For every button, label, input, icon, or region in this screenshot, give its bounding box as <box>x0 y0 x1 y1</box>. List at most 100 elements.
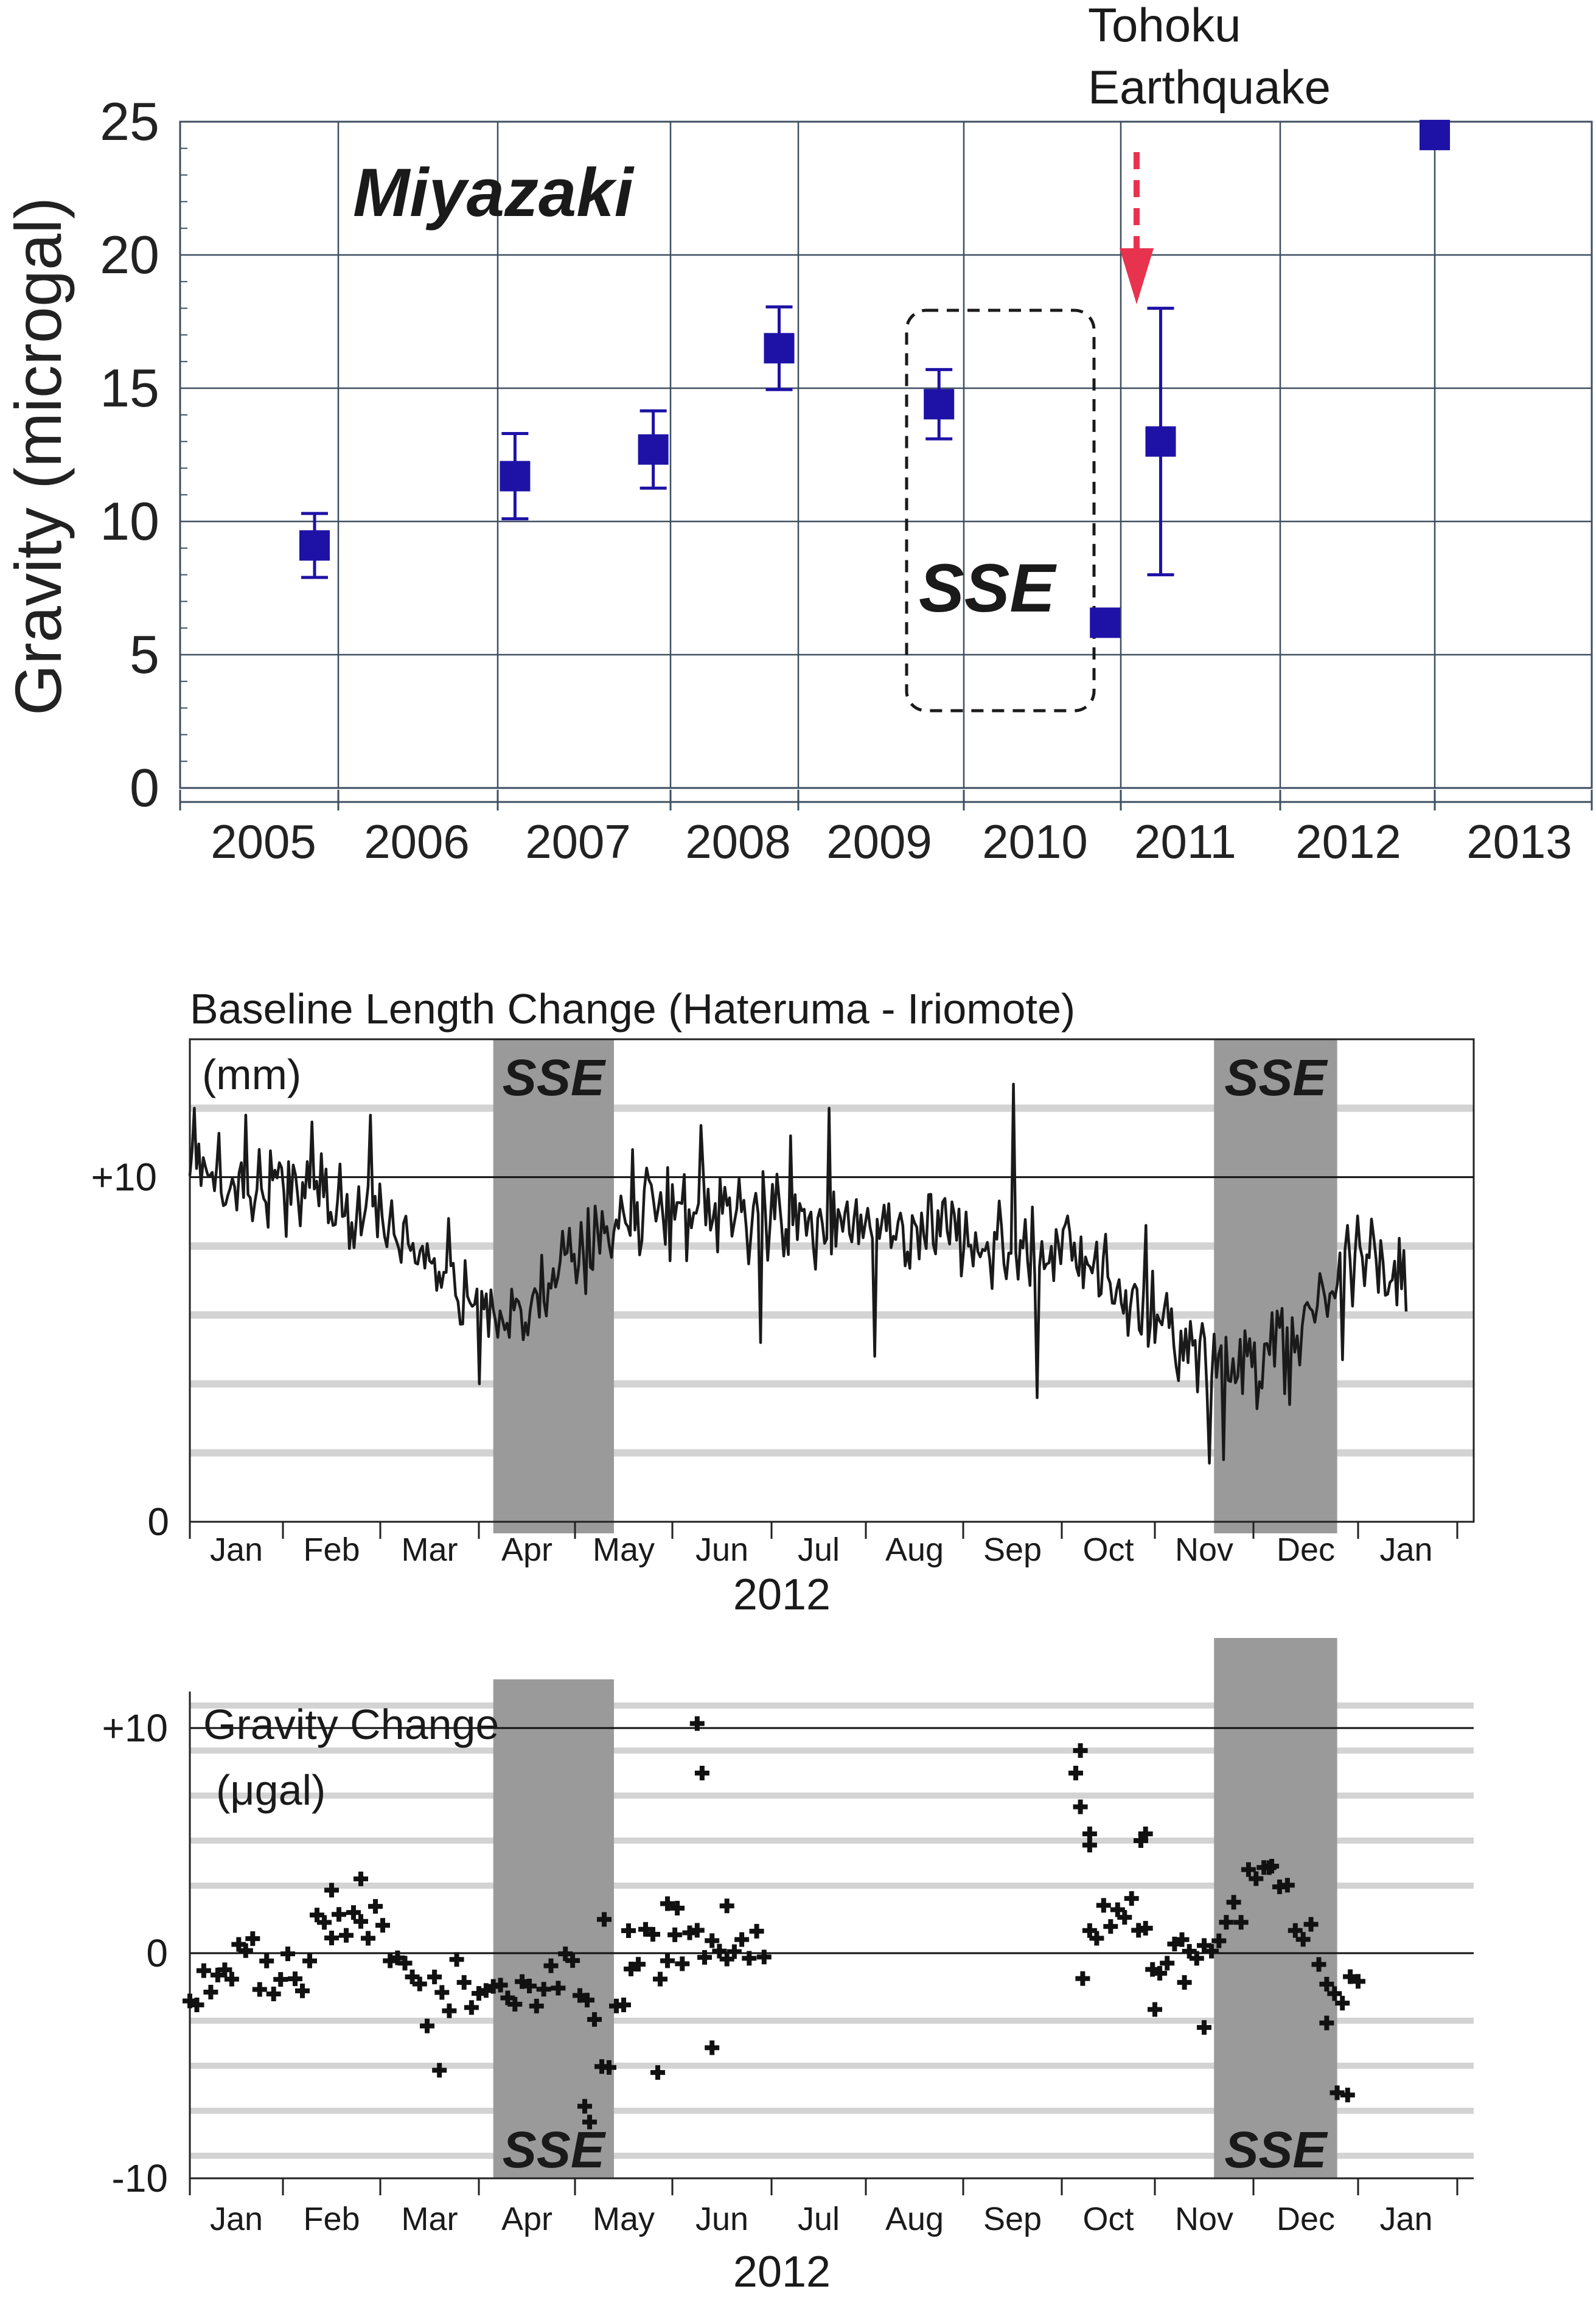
bottom-unit: (μgal) <box>216 1766 326 1814</box>
point-stroke-v <box>417 1976 422 1992</box>
middle-x-tick-label: Mar <box>402 1532 458 1568</box>
gravity-point <box>500 1990 515 2006</box>
middle-y-tick-labels: 0 +10 <box>91 1155 169 1544</box>
point-stroke-v <box>1356 1974 1361 1989</box>
gravity-point <box>288 1971 302 1987</box>
gravity-point <box>638 1922 653 1937</box>
top-x-tick-label: 2008 <box>685 815 791 868</box>
point-stroke-v <box>229 1971 234 1987</box>
point-stroke-v <box>1157 1966 1163 1981</box>
point-stroke-v <box>520 1974 525 1989</box>
point-stroke-v <box>592 2012 597 2027</box>
top-data-marker <box>1145 426 1176 457</box>
point-stroke-v <box>709 2040 715 2055</box>
point-stroke-v <box>264 1953 270 1968</box>
point-stroke-v <box>629 1962 633 1976</box>
point-stroke-v <box>1143 1826 1148 1841</box>
top-y-tick-label: 0 <box>130 758 159 818</box>
gravity-point <box>1319 2015 1334 2030</box>
gravity-point <box>1082 1826 1097 1841</box>
top-x-tick-label: 2007 <box>525 815 631 868</box>
point-stroke-v <box>563 1946 568 1962</box>
point-stroke-v <box>731 1944 737 1959</box>
point-stroke-v <box>602 1912 607 1927</box>
middle-x-tick-label: Jul <box>798 1532 840 1568</box>
point-stroke-v <box>243 1943 248 1958</box>
point-stroke-v <box>724 1951 730 1967</box>
point-stroke-v <box>437 2063 442 2078</box>
point-stroke-v <box>570 1953 576 1968</box>
point-stroke-v <box>665 1896 670 1911</box>
gravity-point <box>317 1915 332 1930</box>
gravity-point <box>1351 1974 1365 1989</box>
gravity-point <box>756 1950 772 1965</box>
gravity-point <box>1311 1957 1326 1972</box>
point-stroke-v <box>1122 1910 1127 1925</box>
point-stroke-v <box>358 1914 363 1929</box>
middle-x-tick-label: Sep <box>983 1532 1042 1568</box>
gravity-point <box>1082 1923 1097 1938</box>
point-stroke-v <box>541 1982 546 1997</box>
gravity-point <box>231 1937 246 1952</box>
point-stroke-v <box>665 1953 670 1968</box>
gravity-point <box>650 2065 665 2080</box>
top-data-marker <box>638 434 669 465</box>
point-stroke-v <box>257 1982 262 1997</box>
gravity-point <box>660 1953 675 1968</box>
middle-y-tick-label: 0 <box>147 1500 169 1544</box>
event-arrow-head <box>1120 248 1154 304</box>
gravity-point <box>390 1950 405 1965</box>
gravity-point <box>1295 1932 1311 1947</box>
point-stroke-v <box>1345 2088 1350 2103</box>
point-stroke-v <box>208 1985 214 1999</box>
gravity-point <box>361 1931 375 1946</box>
top-data-marker <box>1420 119 1450 150</box>
point-stroke-v <box>621 1998 626 2012</box>
point-stroke-v <box>1150 1962 1155 1977</box>
top-y-tick-label: 20 <box>100 225 159 285</box>
point-stroke-v <box>1087 1838 1092 1853</box>
point-stroke-v <box>187 1993 192 2009</box>
gravity-point <box>631 1957 646 1972</box>
middle-x-tick-label: Jun <box>695 1532 748 1568</box>
gravity-point <box>302 1953 317 1968</box>
point-stroke-v <box>215 1967 220 1982</box>
bottom-grid-band <box>190 1838 1474 1844</box>
bottom-y-tick-labels: +10 0 -10 <box>102 1706 168 2200</box>
point-stroke-v <box>1108 1919 1113 1934</box>
point-stroke-v <box>1165 1956 1170 1971</box>
bottom-x-tick-label: Mar <box>402 2201 458 2237</box>
gravity-point <box>1096 1898 1111 1913</box>
point-stroke-v <box>351 1905 356 1920</box>
gravity-point <box>675 1956 690 1971</box>
point-stroke-v <box>1292 1923 1298 1938</box>
gravity-point <box>1145 1962 1160 1977</box>
top-x-tick-label: 2005 <box>211 815 316 868</box>
middle-x-tick-label: Nov <box>1175 1532 1233 1568</box>
gravity-point <box>507 1996 523 2012</box>
gravity-point <box>1110 1902 1125 1917</box>
gravity-point <box>1189 1951 1204 1966</box>
gravity-point <box>196 1963 211 1978</box>
middle-x-tick-label: May <box>593 1532 655 1568</box>
middle-sse-shading <box>493 1039 1337 1533</box>
top-data-marker <box>924 389 955 420</box>
bottom-x-tick-label: Apr <box>501 2201 552 2237</box>
point-stroke-v <box>300 1983 305 1998</box>
middle-x-tick-label: Oct <box>1082 1532 1134 1568</box>
point-stroke-v <box>702 1950 707 1965</box>
point-stroke-v <box>315 1908 319 1923</box>
gravity-point <box>354 1914 368 1929</box>
point-stroke-v <box>717 1943 722 1959</box>
gravity-point <box>1160 1956 1175 1971</box>
point-stroke-v <box>329 1931 334 1945</box>
point-stroke-v <box>694 1923 700 1938</box>
middle-y-tick-label: +10 <box>91 1155 157 1199</box>
point-stroke-v <box>1284 1878 1290 1893</box>
gravity-point <box>660 1896 675 1911</box>
point-stroke-v <box>747 1951 752 1966</box>
gravity-point <box>1272 1880 1287 1894</box>
point-stroke-v <box>1182 1975 1187 1990</box>
gravity-change-points <box>183 1716 1365 2130</box>
